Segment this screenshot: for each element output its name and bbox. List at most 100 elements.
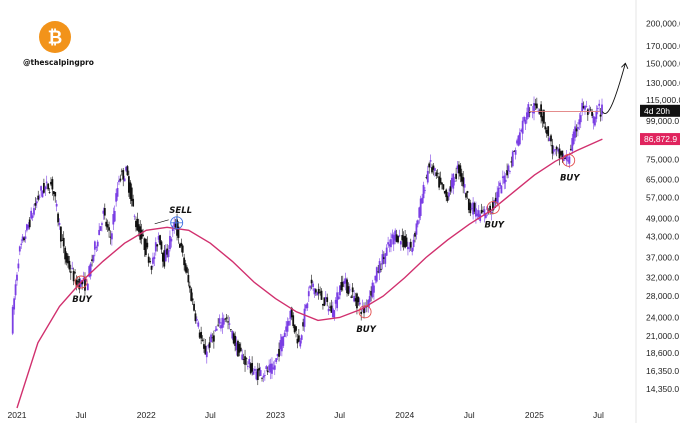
- candle-body: [510, 161, 513, 163]
- candle-body: [334, 299, 337, 304]
- candle-body: [336, 292, 339, 309]
- candle-body: [577, 126, 579, 130]
- candle-body: [517, 135, 520, 146]
- candle-body: [509, 170, 511, 172]
- candle-body: [33, 208, 35, 215]
- candle-body: [286, 321, 289, 332]
- candle-body: [344, 278, 347, 284]
- candle-body: [187, 275, 190, 283]
- candle-body: [171, 228, 174, 231]
- candle-body: [75, 279, 78, 287]
- candle-body: [160, 241, 163, 250]
- candle-body: [146, 242, 149, 248]
- candle-body: [232, 333, 235, 344]
- candle-body: [139, 226, 142, 240]
- candle-body: [183, 257, 186, 266]
- projection-arrowhead: [621, 62, 629, 69]
- candle-body: [169, 235, 171, 250]
- candle-body: [149, 261, 152, 263]
- candle-body: [343, 280, 346, 284]
- candle-body: [136, 218, 139, 231]
- candle-body: [207, 345, 210, 347]
- candle-body: [594, 117, 596, 126]
- candle-body: [122, 170, 125, 180]
- candle-body: [50, 181, 52, 185]
- candle-body: [129, 182, 132, 199]
- candle-body: [584, 105, 586, 110]
- candle-body: [86, 283, 89, 291]
- candle-body: [164, 249, 167, 262]
- candle-body: [215, 328, 218, 331]
- candle-body: [170, 238, 173, 242]
- candle-body: [201, 339, 204, 341]
- candle-body: [282, 336, 285, 346]
- candle-body: [443, 190, 446, 194]
- candle-body: [147, 256, 150, 263]
- candle-body: [435, 172, 438, 176]
- candle-body: [497, 187, 500, 198]
- candle-body: [530, 104, 533, 106]
- candle-body: [220, 325, 222, 329]
- candle-body: [112, 214, 115, 225]
- candle-body: [59, 226, 62, 242]
- candle-body: [450, 177, 453, 188]
- candle-body: [242, 359, 245, 360]
- candle-body: [499, 182, 501, 187]
- candle-body: [150, 266, 153, 270]
- candle-body: [14, 284, 17, 296]
- candle-body: [89, 263, 92, 277]
- candle-body: [565, 155, 568, 161]
- candle-body: [537, 110, 540, 112]
- candle-body: [438, 176, 441, 188]
- candle-body: [588, 108, 591, 110]
- candle-body: [200, 331, 203, 339]
- candle-body: [23, 237, 25, 241]
- candle-body: [45, 181, 48, 183]
- candle-body: [314, 289, 317, 293]
- candle-body: [575, 128, 578, 132]
- candle-body: [585, 106, 588, 107]
- buy-marker-circle: [74, 275, 88, 289]
- candle-body: [582, 106, 585, 109]
- buy-label: BUY: [356, 325, 376, 335]
- candle-body: [330, 305, 333, 313]
- candle-body: [108, 227, 110, 231]
- candle-body: [592, 116, 595, 124]
- candle-body: [429, 160, 432, 162]
- candle-body: [299, 340, 302, 347]
- candle-body: [101, 223, 103, 225]
- candle-body: [127, 176, 130, 193]
- annotation-layer: BUY SELL BUY BUY BUY: [72, 62, 629, 335]
- candle-body: [109, 236, 112, 238]
- candle-body: [516, 140, 518, 144]
- candle-body: [11, 306, 14, 334]
- candle-body: [322, 303, 324, 306]
- candle-body: [289, 310, 292, 319]
- x-tick-label: 2025: [525, 410, 544, 420]
- y-tick-label: 115,000.0: [646, 95, 680, 105]
- projection-arrow: [601, 63, 626, 114]
- y-tick-label: 57,000.0: [646, 193, 679, 203]
- candle-body: [363, 306, 365, 314]
- candle-body: [271, 363, 273, 374]
- candle-body: [42, 183, 45, 193]
- candle-body: [40, 186, 42, 191]
- candle-body: [309, 285, 312, 289]
- candle-body: [238, 343, 241, 353]
- candle-body: [428, 163, 431, 168]
- candle-body: [119, 178, 122, 181]
- candle-body: [489, 205, 491, 212]
- candle-body: [356, 293, 358, 309]
- candle-body: [18, 246, 21, 252]
- candle-body: [105, 221, 108, 227]
- candle-body: [95, 247, 98, 248]
- candle-body: [159, 235, 161, 245]
- price-badge-label: 4d 20h: [644, 106, 670, 116]
- candle-body: [496, 191, 499, 204]
- candle-body: [161, 252, 164, 262]
- candle-body: [143, 238, 146, 250]
- candle-body: [375, 267, 378, 282]
- candle-body: [382, 257, 385, 259]
- candle-body: [514, 150, 517, 155]
- y-tick-label: 14,350.0: [646, 384, 679, 394]
